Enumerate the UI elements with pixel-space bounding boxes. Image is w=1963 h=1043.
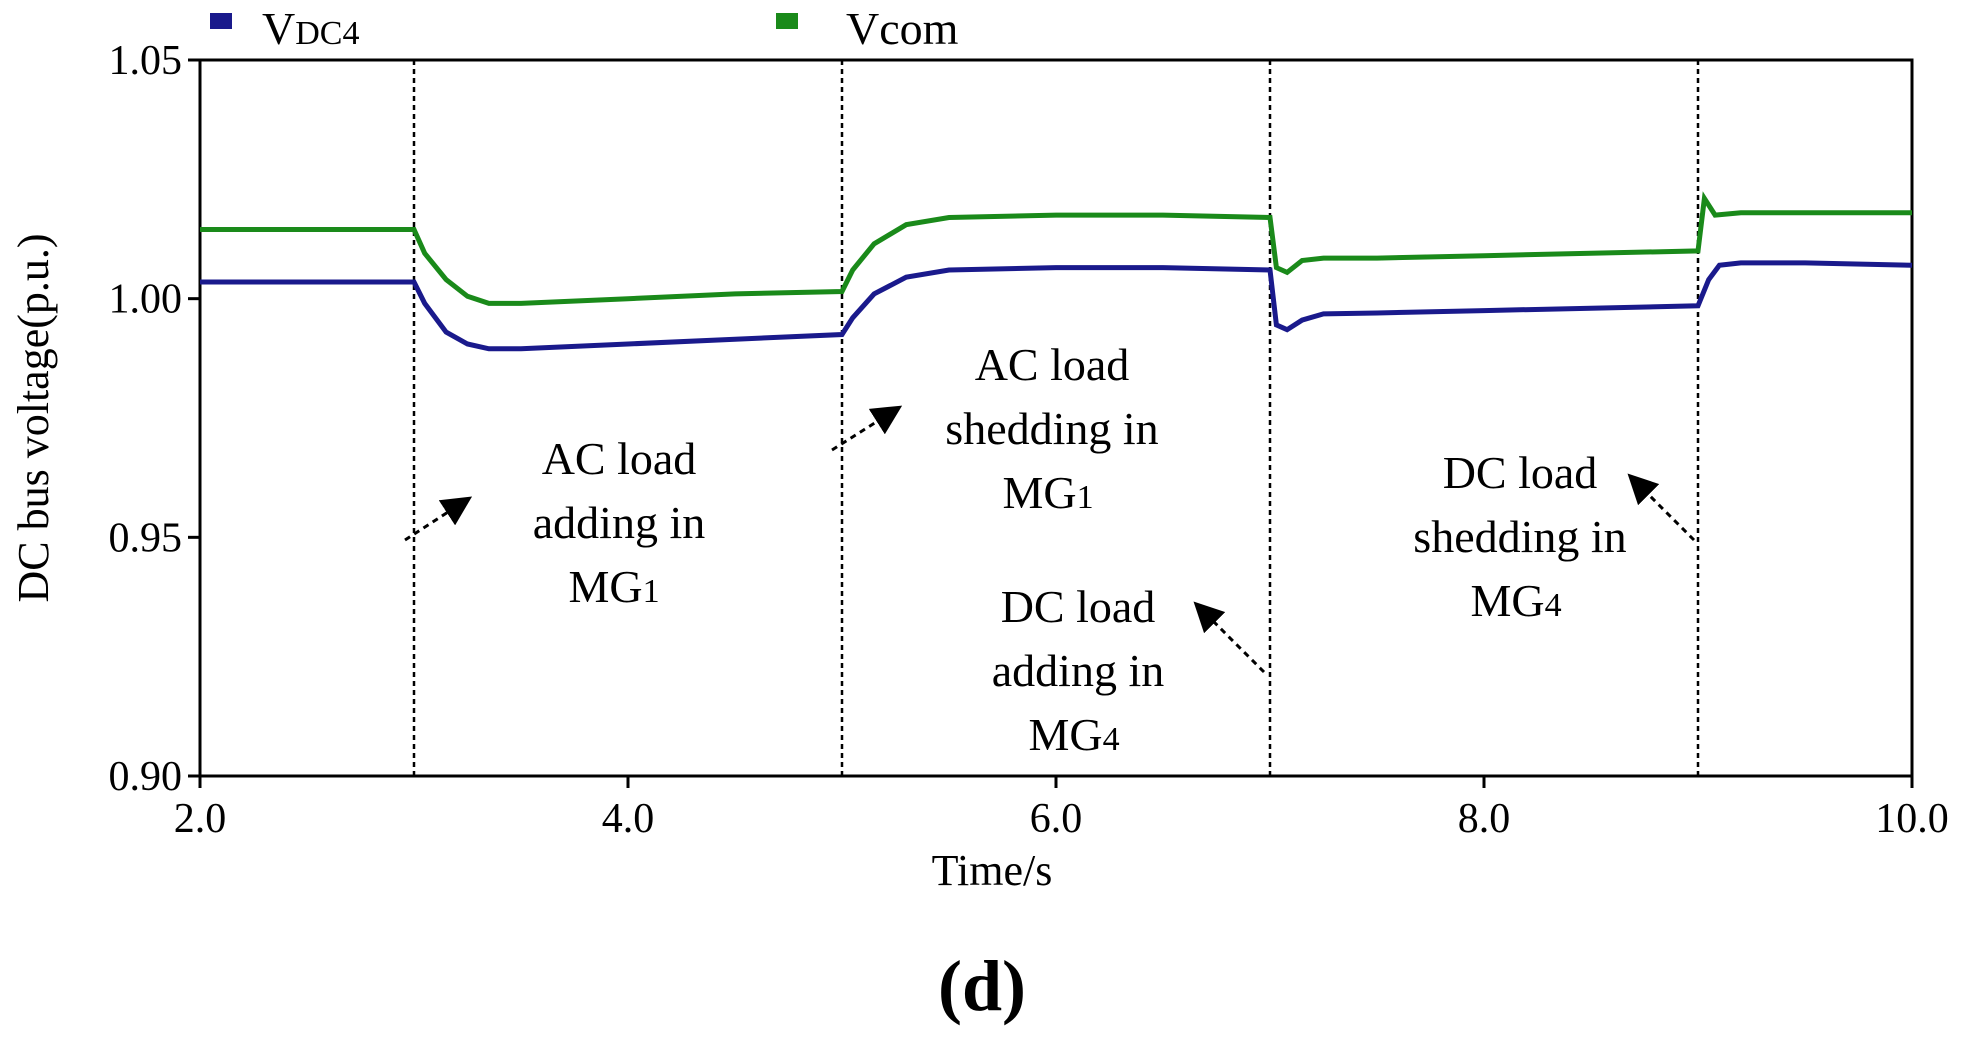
annotation-text: shedding in: [1413, 511, 1626, 562]
arrow-dc-load-adding: [1193, 601, 1266, 674]
x-tick-label: 8.0: [1458, 796, 1511, 842]
annotation-text: MG1: [568, 561, 659, 612]
legend-label-vdc4: VDC4: [262, 3, 359, 54]
x-tick-label: 10.0: [1875, 796, 1949, 842]
legend: VDC4 Vcom: [210, 3, 959, 54]
annotation-text: MG1: [1002, 467, 1093, 518]
annotation-text: AC load: [975, 339, 1130, 390]
y-tick-label: 1.05: [109, 38, 183, 84]
x-tick-label: 2.0: [174, 796, 227, 842]
x-tick-label: 4.0: [602, 796, 655, 842]
legend-label-vcom: Vcom: [846, 3, 959, 54]
arrow-dc-load-shedding: [1627, 473, 1696, 542]
annotation-text: adding in: [992, 645, 1164, 696]
x-axis-title: Time/s: [932, 846, 1053, 895]
arrow-ac-load-shedding: [831, 405, 903, 452]
series-line-vcom: [200, 191, 1912, 306]
annotation-text: MG4: [1028, 709, 1119, 760]
annotation-text: shedding in: [945, 403, 1158, 454]
y-tick-label: 0.90: [109, 754, 183, 800]
arrow-ac-load-adding: [404, 496, 473, 542]
legend-swatch-vcom: [776, 13, 798, 29]
series-line-vdc4: [200, 260, 1913, 352]
annotation-text: AC load: [542, 433, 697, 484]
annotation-text: adding in: [533, 497, 705, 548]
panel-label: (d): [938, 946, 1026, 1026]
annotation-dc-load-shedding: DC load shedding in MG4: [1413, 447, 1626, 626]
legend-swatch-vdc4: [210, 13, 232, 29]
y-tick-label: 0.95: [109, 515, 183, 561]
annotation-dc-load-adding: DC load adding in MG4: [992, 581, 1164, 760]
y-ticks: 0.90 0.95 1.00 1.05: [109, 38, 200, 800]
annotation-ac-load-adding: AC load adding in MG1: [533, 433, 705, 612]
x-tick-label: 6.0: [1030, 796, 1083, 842]
annotation-text: MG4: [1470, 575, 1561, 626]
annotation-ac-load-shedding: AC load shedding in MG1: [945, 339, 1158, 518]
annotation-text: DC load: [1001, 581, 1156, 632]
x-ticks: 2.0 4.0 6.0 8.0 10.0: [174, 776, 1949, 842]
annotation-text: DC load: [1443, 447, 1598, 498]
event-lines: [412, 60, 1700, 776]
y-tick-label: 1.00: [109, 277, 183, 323]
y-axis-title: DC bus voltage(p.u.): [9, 233, 58, 602]
